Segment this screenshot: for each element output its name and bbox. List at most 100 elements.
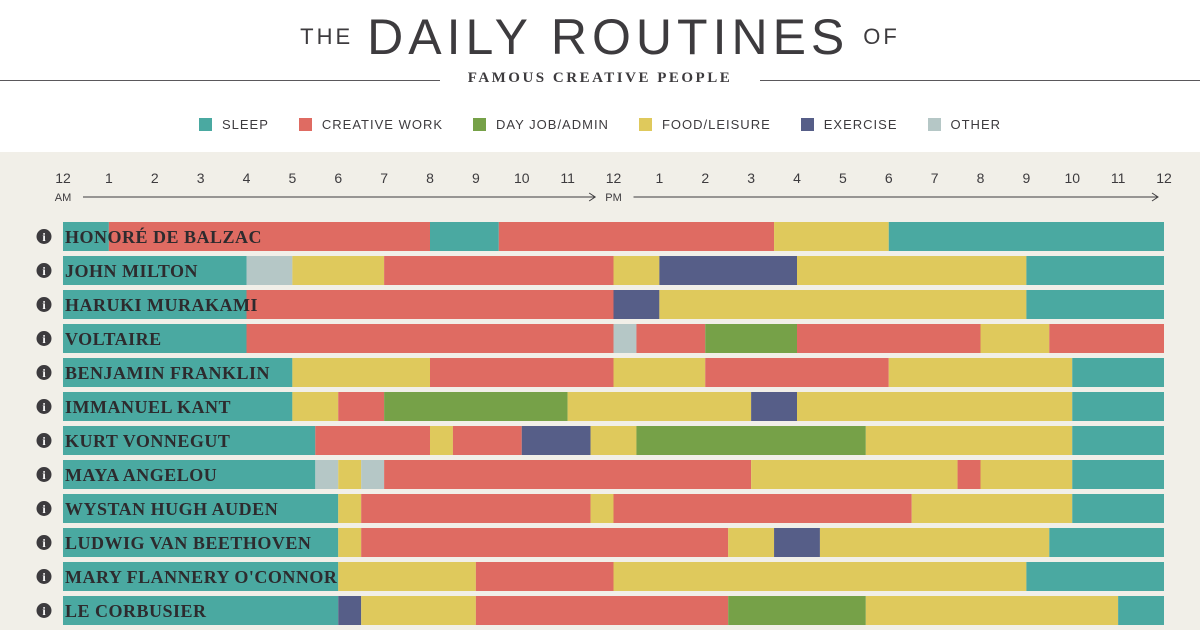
- row-name-label: HONORÉ DE BALZAC: [65, 226, 262, 247]
- x-tick-label: 2: [701, 170, 709, 186]
- bar-segment-food: [980, 324, 1050, 353]
- info-icon[interactable]: [36, 331, 52, 346]
- info-icon[interactable]: [36, 535, 52, 550]
- bar-segment-food: [292, 256, 385, 285]
- bar-segment-creative: [108, 222, 430, 251]
- x-tick-label: 5: [288, 170, 296, 186]
- bar-segment-creative: [384, 460, 752, 489]
- legend-swatch-food-leisure: [638, 118, 652, 131]
- bar-segment-food: [613, 562, 1027, 591]
- info-icon-glyph[interactable]: i: [42, 264, 46, 278]
- legend-label-creative-work: CREATIVE WORK: [321, 117, 444, 132]
- info-icon-glyph[interactable]: i: [42, 400, 46, 414]
- x-tick-label: 11: [560, 170, 575, 186]
- x-tick-label: 10: [514, 170, 530, 186]
- info-icon[interactable]: [36, 501, 52, 516]
- info-icon-glyph[interactable]: i: [42, 230, 46, 244]
- x-tick-label: 3: [197, 170, 205, 186]
- info-icon[interactable]: [36, 365, 52, 380]
- info-icon-glyph[interactable]: i: [42, 502, 46, 516]
- info-icon[interactable]: [36, 603, 52, 618]
- info-icon-glyph[interactable]: i: [42, 298, 46, 312]
- bar-segment-dayjob: [728, 596, 866, 625]
- bar-segment-food: [797, 256, 1027, 285]
- info-icon[interactable]: [36, 569, 52, 584]
- info-icon-glyph[interactable]: i: [42, 604, 46, 618]
- x-tick-label: 1: [105, 170, 113, 186]
- bar-segment-food: [613, 358, 706, 387]
- bar-segment-sleep: [430, 222, 499, 251]
- x-tick-label: 12: [55, 170, 71, 186]
- bar-segment-creative: [430, 358, 614, 387]
- bar-segment-food: [774, 222, 889, 251]
- bar-segment-sleep: [1026, 562, 1164, 591]
- bar-segment-creative: [1049, 324, 1164, 353]
- bar-segment-creative: [315, 426, 430, 455]
- legend-swatch-other: [927, 118, 941, 131]
- bar-segment-food: [888, 358, 1073, 387]
- info-icon-glyph[interactable]: i: [42, 332, 46, 346]
- bar-segment-sleep: [1072, 426, 1164, 455]
- bar-segment-sleep: [63, 324, 247, 353]
- row-name-label: VOLTAIRE: [65, 329, 162, 349]
- bar-segment-creative: [705, 358, 889, 387]
- bar-segment-creative: [636, 324, 706, 353]
- bar-segment-exercise: [774, 528, 820, 557]
- info-icon[interactable]: [36, 467, 52, 482]
- x-tick-label: 9: [472, 170, 480, 186]
- bar-segment-food: [728, 528, 775, 557]
- x-tick-label: 12: [606, 170, 622, 186]
- bar-segment-food: [567, 392, 752, 421]
- bar-segment-food: [659, 290, 1027, 319]
- bar-segment-exercise: [659, 256, 797, 285]
- bar-segment-dayjob: [705, 324, 797, 353]
- row-name-label: JOHN MILTON: [65, 261, 198, 281]
- bar-segment-sleep: [1026, 290, 1164, 319]
- bar-segment-food: [797, 392, 1073, 421]
- bar-segment-food: [361, 596, 476, 625]
- bar-segment-food: [865, 596, 1119, 625]
- bar-segment-exercise: [338, 596, 362, 625]
- x-tick-label: 3: [747, 170, 755, 186]
- bar-segment-creative: [475, 562, 614, 591]
- row-name-label: WYSTAN HUGH AUDEN: [65, 499, 278, 519]
- bar-segment-food: [292, 358, 430, 387]
- info-icon[interactable]: [36, 229, 52, 244]
- x-tick-label: 10: [1064, 170, 1080, 186]
- x-tick-label: 4: [793, 170, 801, 186]
- bar-segment-sleep: [63, 290, 247, 319]
- bar-segment-dayjob: [384, 392, 568, 421]
- subtitle-rule-left: [0, 80, 440, 81]
- x-tick-label: 7: [931, 170, 939, 186]
- bar-segment-other: [361, 460, 385, 489]
- info-icon[interactable]: [36, 399, 52, 414]
- legend-label-exercise: EXERCISE: [823, 117, 898, 132]
- x-tick-label: 4: [243, 170, 251, 186]
- bar-segment-sleep: [1049, 528, 1164, 557]
- info-icon-glyph[interactable]: i: [42, 366, 46, 380]
- info-icon[interactable]: [36, 263, 52, 278]
- bar-segment-food: [590, 494, 614, 523]
- legend-item-other: OTHER: [927, 117, 1002, 132]
- info-icon-glyph[interactable]: i: [42, 434, 46, 448]
- info-icon[interactable]: [36, 297, 52, 312]
- info-icon[interactable]: [36, 433, 52, 448]
- header: THE DAILY ROUTINES OF FAMOUS CREATIVE PEOP…: [0, 0, 1200, 152]
- subtitle-rule-right: [760, 80, 1200, 81]
- row-name-label: HARUKI MURAKAMI: [65, 295, 258, 315]
- x-tick-label: 5: [839, 170, 847, 186]
- bar-segment-food: [911, 494, 1073, 523]
- row-name-label: MARY FLANNERY O'CONNOR: [65, 567, 338, 587]
- bar-segment-food: [980, 460, 1073, 489]
- row-name-label: LE CORBUSIER: [65, 601, 207, 621]
- bar-segment-sleep: [63, 562, 339, 591]
- info-icon-glyph[interactable]: i: [42, 536, 46, 550]
- info-icon-glyph[interactable]: i: [42, 468, 46, 482]
- bar-segment-food: [751, 460, 958, 489]
- legend-item-food-leisure: FOOD/LEISURE: [638, 117, 771, 132]
- x-tick-label: 8: [977, 170, 985, 186]
- info-icon-glyph[interactable]: i: [42, 570, 46, 584]
- bar-segment-food: [338, 528, 362, 557]
- bar-segment-other: [246, 256, 293, 285]
- legend-label-other: OTHER: [950, 117, 1001, 132]
